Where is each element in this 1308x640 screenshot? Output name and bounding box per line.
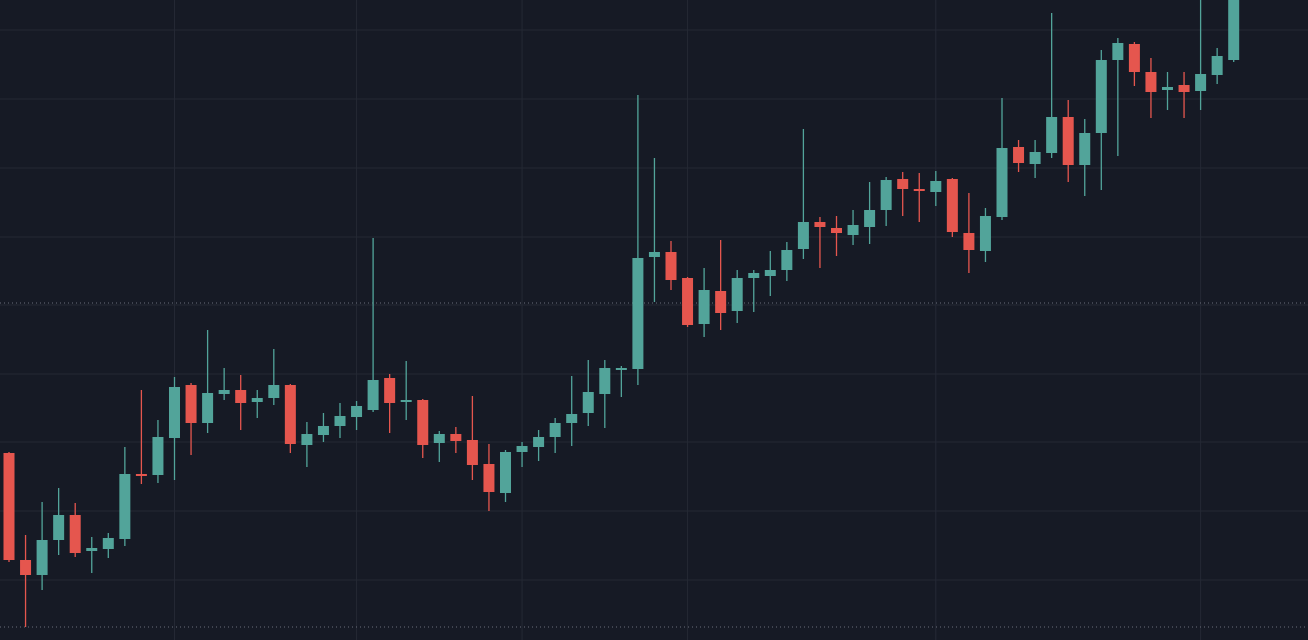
candle-body bbox=[334, 416, 346, 426]
candle-body bbox=[1046, 117, 1058, 153]
candle-body bbox=[996, 148, 1008, 217]
candle-body bbox=[831, 228, 842, 233]
candle-body bbox=[417, 400, 429, 445]
candle-body bbox=[1128, 44, 1140, 72]
candle-body bbox=[599, 368, 611, 394]
candle-body bbox=[880, 180, 892, 210]
candle-body bbox=[897, 179, 909, 189]
candle-body bbox=[251, 398, 263, 402]
candle-body bbox=[979, 216, 991, 251]
candle-body bbox=[152, 437, 164, 475]
candle-body bbox=[1095, 60, 1107, 133]
candle-body bbox=[218, 390, 230, 394]
candle-body bbox=[1062, 117, 1074, 165]
candle-body bbox=[53, 515, 65, 540]
candle-body bbox=[351, 406, 363, 417]
candle-body bbox=[102, 538, 114, 549]
candle-body bbox=[648, 252, 660, 257]
candle-body bbox=[384, 378, 396, 403]
candle-body bbox=[1195, 74, 1207, 91]
candle-body bbox=[169, 387, 180, 438]
candle-body bbox=[533, 437, 545, 447]
candle-body bbox=[698, 290, 710, 324]
candle-body bbox=[1228, 0, 1240, 60]
candle-body bbox=[864, 210, 876, 227]
candle-body bbox=[549, 423, 561, 437]
candle-body bbox=[202, 393, 214, 423]
candle-body bbox=[682, 278, 694, 325]
candle-body bbox=[1029, 152, 1041, 164]
candle-body bbox=[500, 452, 511, 493]
candle-body bbox=[748, 273, 760, 278]
candle-body bbox=[847, 225, 859, 235]
candle-body bbox=[665, 252, 677, 280]
candle-body bbox=[317, 426, 329, 435]
candle-body bbox=[3, 453, 15, 560]
candle-body bbox=[913, 189, 925, 191]
candle-body bbox=[582, 392, 594, 413]
candle-body bbox=[1145, 72, 1157, 92]
candle-body bbox=[1162, 87, 1173, 90]
candle-body bbox=[1013, 147, 1025, 163]
candle-body bbox=[632, 258, 644, 369]
candle-body bbox=[797, 222, 809, 249]
candle-body bbox=[69, 515, 81, 553]
candle-body bbox=[400, 400, 412, 402]
candle-body bbox=[1079, 133, 1091, 165]
candle-body bbox=[284, 385, 296, 444]
candle-body bbox=[466, 440, 478, 465]
candle-body bbox=[731, 278, 743, 311]
candle-body bbox=[1211, 56, 1223, 75]
candle-body bbox=[268, 385, 280, 398]
candle-body bbox=[963, 233, 975, 250]
candle-body bbox=[36, 540, 48, 575]
candle-body bbox=[450, 434, 462, 441]
candle-body bbox=[1112, 43, 1124, 60]
candle-body bbox=[516, 446, 528, 452]
candle-body bbox=[235, 390, 247, 403]
candle-body bbox=[715, 291, 727, 313]
candle-body bbox=[764, 270, 776, 276]
candle-body bbox=[367, 380, 379, 410]
candle-body bbox=[781, 250, 793, 270]
candle-body bbox=[86, 548, 98, 551]
candle-body bbox=[566, 414, 578, 423]
candle-body bbox=[814, 222, 826, 227]
candle-body bbox=[433, 434, 445, 443]
candle-body bbox=[615, 368, 627, 370]
candle-body bbox=[185, 385, 197, 423]
candle-body bbox=[301, 434, 313, 445]
candle-body bbox=[930, 181, 942, 192]
candle-body bbox=[119, 474, 131, 539]
candle-body bbox=[946, 179, 958, 232]
candle-body bbox=[135, 474, 147, 476]
candle-body bbox=[483, 464, 495, 492]
candle-body bbox=[1178, 85, 1190, 92]
candle-body bbox=[20, 560, 32, 575]
